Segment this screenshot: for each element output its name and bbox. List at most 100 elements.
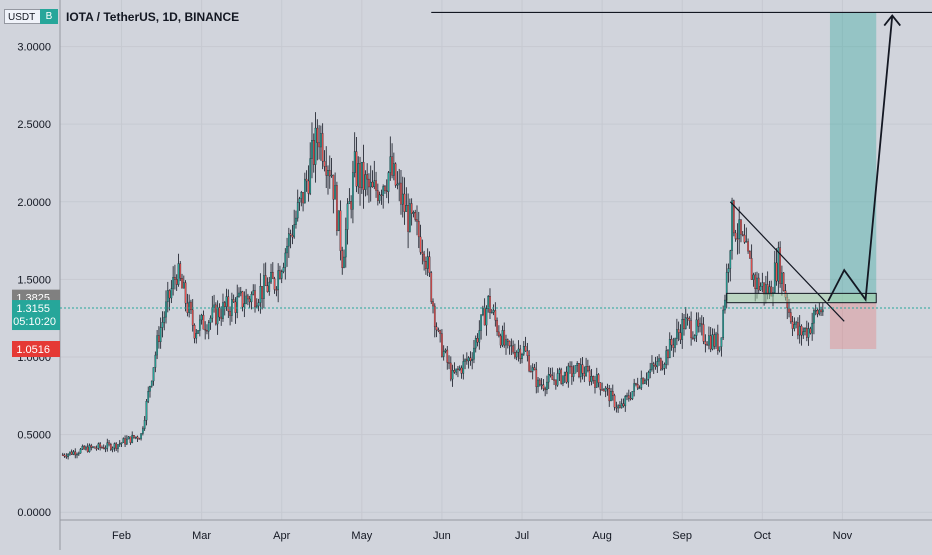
- candle-body: [700, 323, 703, 325]
- candle-body: [702, 324, 705, 342]
- candle-body: [619, 405, 621, 408]
- candle-body: [359, 163, 361, 188]
- candle-body: [309, 158, 312, 194]
- candle-body: [72, 451, 75, 455]
- candle-body: [289, 233, 292, 236]
- candle-body: [718, 346, 721, 351]
- candle-body: [79, 448, 82, 454]
- candle-body: [752, 274, 755, 280]
- candle-body: [818, 309, 821, 315]
- candle-body: [462, 361, 465, 374]
- candle-body: [296, 202, 299, 219]
- candle-body: [70, 451, 73, 455]
- candle-body: [360, 161, 363, 188]
- candle-body: [487, 296, 490, 310]
- candle-body: [350, 201, 352, 210]
- candle-body: [514, 352, 516, 358]
- time-axis[interactable]: Feb Mar Apr May Jun Jul Aug Sep Oct Nov: [60, 519, 932, 542]
- candle-body: [311, 140, 313, 159]
- candle-body: [494, 310, 497, 321]
- candle-body: [353, 151, 356, 173]
- candle-body: [287, 233, 290, 247]
- entry-zone-box[interactable]: [726, 292, 877, 304]
- candle-body: [133, 435, 135, 438]
- candle-body: [631, 391, 634, 400]
- candle-body: [455, 368, 458, 373]
- candle-body: [672, 344, 675, 348]
- current-price-label: 1.3155: [16, 303, 50, 315]
- candle-body: [642, 378, 644, 384]
- candle-body: [789, 312, 792, 322]
- candle-body: [595, 374, 598, 388]
- candle-body: [793, 324, 796, 329]
- candle-body: [508, 340, 511, 347]
- candle-body: [677, 329, 680, 333]
- candle-body: [291, 235, 294, 238]
- candle-body: [633, 383, 636, 392]
- lower-price-label: 1.0516: [16, 344, 50, 356]
- time-tick-label: May: [351, 530, 372, 542]
- candle-body: [225, 296, 228, 307]
- candle-body: [433, 305, 436, 328]
- candle-body: [328, 170, 331, 177]
- drawings[interactable]: [60, 11, 932, 322]
- candle-body: [797, 322, 799, 336]
- candle-body: [174, 277, 176, 280]
- price-axis[interactable]: 0.00000.50001.00001.50002.00002.50003.00…: [0, 0, 61, 550]
- candle-body: [95, 448, 98, 450]
- candle-body: [204, 329, 207, 331]
- candle-body: [394, 163, 397, 186]
- candle-body: [734, 232, 737, 239]
- candle-body: [312, 140, 315, 165]
- candle-body: [385, 190, 388, 192]
- candle-body: [378, 194, 381, 201]
- candle-body: [327, 170, 329, 176]
- trendline[interactable]: [729, 201, 845, 322]
- candle-body: [594, 380, 596, 388]
- candle-body: [652, 363, 655, 366]
- candle-body: [156, 335, 158, 356]
- time-tick-label: Sep: [672, 530, 692, 542]
- candle-body: [398, 182, 401, 185]
- candle-body: [729, 250, 732, 269]
- current-price-label-background: [12, 300, 60, 331]
- candle-body: [448, 362, 450, 364]
- candle-body: [65, 455, 68, 458]
- candle-body: [355, 151, 358, 187]
- projected-path[interactable]: [827, 15, 894, 303]
- candle-body: [788, 307, 790, 313]
- time-tick-label: Jul: [515, 530, 529, 542]
- candle-body: [138, 438, 141, 440]
- candle-body: [216, 307, 219, 325]
- candle-body: [499, 335, 502, 346]
- price-axis-background[interactable]: [0, 0, 60, 550]
- candle-body: [90, 445, 93, 448]
- candle-body: [419, 236, 422, 253]
- candle-body: [197, 330, 199, 334]
- candle-body: [348, 201, 351, 204]
- candle-body: [542, 384, 545, 389]
- candle-body: [736, 238, 739, 240]
- candle-body: [273, 278, 276, 290]
- candle-body: [635, 383, 637, 385]
- candle-body: [334, 185, 336, 200]
- candle-body: [741, 234, 744, 236]
- candle-body: [656, 361, 659, 368]
- price-tick-label: 2.0000: [17, 197, 51, 209]
- candle-body: [368, 178, 370, 188]
- candle-body: [369, 181, 372, 188]
- candle-body: [304, 178, 306, 204]
- candle-body: [280, 271, 283, 279]
- candle-body: [401, 193, 404, 205]
- candle-body: [227, 296, 230, 312]
- target-zone: [829, 12, 877, 303]
- candle-body: [779, 247, 781, 284]
- candle-body: [711, 334, 714, 350]
- candle-body: [537, 379, 539, 387]
- time-tick-label: Nov: [833, 530, 853, 542]
- candle-body: [460, 367, 463, 374]
- candle-body: [371, 181, 374, 188]
